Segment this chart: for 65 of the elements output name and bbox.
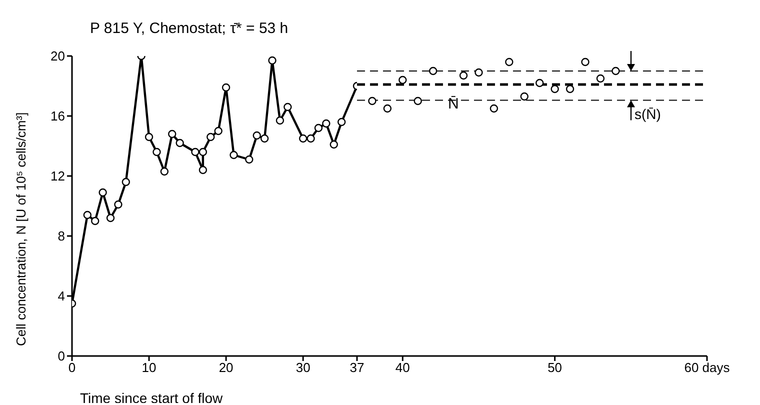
x-tick-label: 10 [142,360,156,376]
point [298,134,308,143]
point [106,214,115,222]
point [330,140,338,149]
point [596,74,605,83]
point [566,84,574,94]
x-tick-label: 37 [350,360,364,376]
point [176,138,184,148]
point [337,118,346,126]
ref-line-label: N̄ [448,96,459,112]
point [459,71,468,80]
point [490,104,498,113]
point [612,66,620,76]
point [520,92,528,101]
point [122,178,130,186]
point [91,216,100,226]
point [505,58,514,66]
point [222,83,230,92]
point [152,148,161,156]
point [168,130,176,138]
point [144,132,154,142]
y-tick-label: 0 [58,348,65,364]
point [322,119,330,128]
chart-title: P 815 Y, Chemostat; τ̄* = 53 h [90,20,288,37]
point [245,155,254,164]
x-tick-label: 60 days [684,360,730,376]
point [428,66,438,76]
point [98,188,107,197]
x-tick-label: 0 [68,360,76,376]
point [581,58,590,66]
x-tick-label: 20 [218,360,234,376]
point [276,116,284,125]
y-axis-title: Cell concentration, N [U of 10⁵ cells/cm³] [14,112,29,346]
point [368,96,376,106]
point [191,148,200,156]
point [398,76,407,84]
point [550,84,559,94]
point [383,104,392,113]
point [536,78,544,88]
x-tick-label: 50 [548,360,562,376]
point [284,102,292,112]
point [230,150,238,160]
y-tick-label: 20 [50,48,65,64]
point [206,132,215,142]
y-tick-label: 4 [58,288,65,304]
point [198,166,208,174]
point [260,134,269,143]
point [268,56,276,65]
x-tick-label: 30 [296,360,310,376]
point [474,68,483,77]
point [160,167,169,176]
point [314,124,323,132]
point [306,134,315,143]
point [414,96,422,106]
annotation: s(N̄) [634,106,661,122]
point [252,131,261,140]
y-tick-label: 8 [58,228,65,244]
x-tick-label: 40 [395,360,410,376]
y-tick-label: 12 [50,168,65,184]
point [114,200,122,209]
x-axis-title: Time since start of flow [80,390,224,405]
y-tick-label: 16 [50,108,65,124]
point [83,210,92,220]
point [198,148,208,156]
point [214,126,222,136]
